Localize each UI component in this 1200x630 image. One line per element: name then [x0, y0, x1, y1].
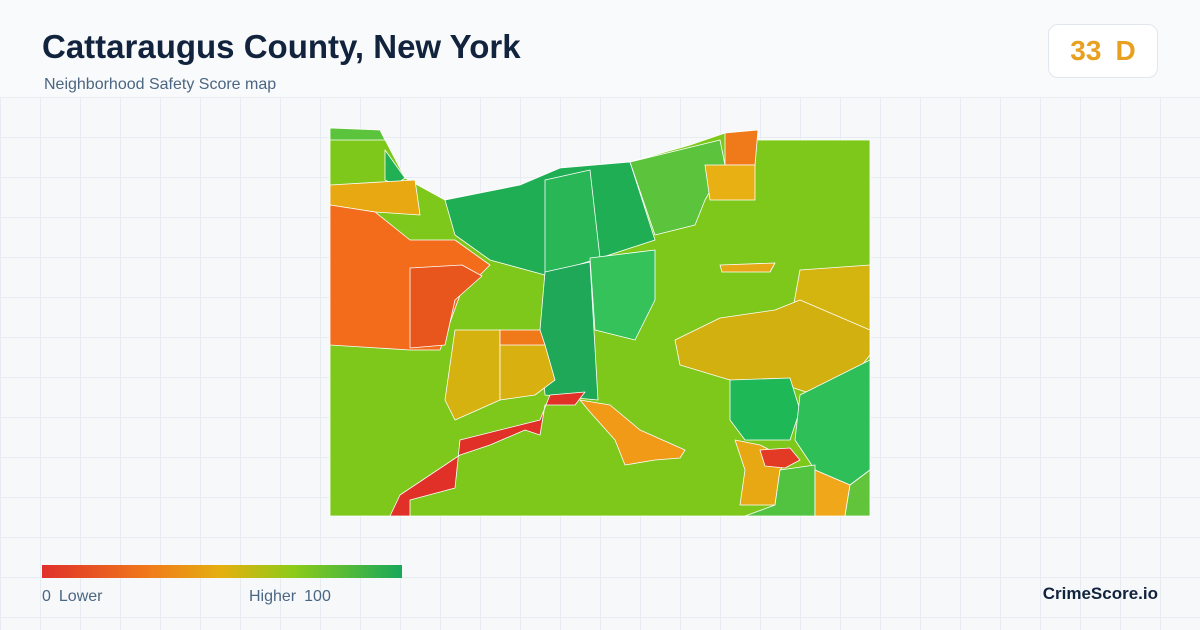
region [389, 391, 586, 517]
header [0, 0, 1200, 98]
score-badge: 33 D [1048, 24, 1158, 78]
region [724, 129, 759, 166]
region [444, 329, 501, 421]
subtitle: Neighborhood Safety Score map [44, 76, 277, 93]
legend-max-label: Higher [249, 588, 297, 605]
region [589, 249, 656, 341]
legend-high: Higher 100 [249, 588, 331, 606]
region [499, 329, 546, 346]
brand: CrimeScore.io [1042, 584, 1158, 603]
score-grade: D [1115, 35, 1136, 66]
region [329, 179, 421, 216]
title: Cattaraugus County, New York [42, 28, 521, 65]
region [744, 464, 816, 517]
region [759, 447, 801, 469]
region [729, 377, 801, 441]
region [409, 264, 483, 349]
region [844, 469, 871, 517]
region [704, 164, 756, 201]
region [579, 399, 686, 466]
region [629, 139, 726, 236]
legend-min: 0 [42, 588, 51, 605]
legend-min-label: Lower [58, 588, 103, 605]
legend-low: 0 Lower [42, 588, 102, 606]
region [719, 262, 776, 273]
region [329, 127, 386, 141]
score-value: 33 [1070, 35, 1102, 66]
legend-max: 100 [304, 588, 331, 605]
region [384, 149, 406, 186]
legend-gradient [42, 565, 402, 578]
